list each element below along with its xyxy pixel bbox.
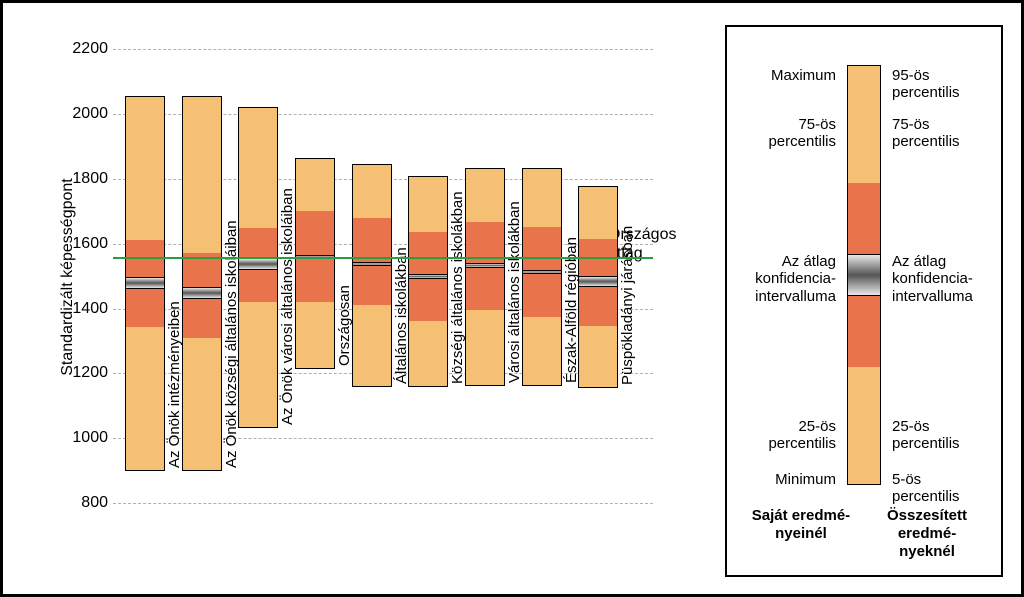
chart-frame: Standardizált képességpont 8001000120014… [0, 0, 1024, 597]
legend-panel: Maximum 95-öspercentilis 75-öspercentilis 7… [725, 25, 1003, 577]
x-category-label: Községi általános iskolákban [449, 191, 466, 384]
y-tick-label: 2000 [63, 105, 108, 123]
legend-left-label: Az átlagkonfidencia-intervalluma [726, 253, 836, 305]
legend-right-label: 75-öspercentilis [892, 116, 1002, 151]
plot-region: 8001000120014001600180020002200Az Önök i… [113, 33, 653, 503]
y-tick-label: 1200 [63, 364, 108, 382]
y-tick-label: 800 [63, 494, 108, 512]
y-tick-label: 1800 [63, 170, 108, 188]
y-tick-label: 1600 [63, 235, 108, 253]
x-category-label: Az Önök városi általános iskoláiban [279, 189, 296, 426]
y-tick-label: 1000 [63, 429, 108, 447]
x-category-label: Országosan [336, 285, 353, 366]
y-tick-label: 1400 [63, 300, 108, 318]
legend-right-label: 95-öspercentilis [892, 67, 1002, 102]
y-axis-label: Standardizált képességpont [59, 178, 77, 375]
legend-left-label: Maximum [726, 67, 836, 84]
legend-left-label: 75-öspercentilis [726, 116, 836, 151]
legend-footer: Saját eredmé-nyeinélÖsszesített eredmé-n… [727, 507, 1001, 561]
x-category-label: Az Önök intézményeiben [166, 301, 183, 468]
legend-right-label: 5-öspercentilis [892, 471, 1002, 506]
legend-left-label: Minimum [726, 471, 836, 488]
y-tick-label: 2200 [63, 40, 108, 58]
x-category-label: Városi általános iskolákban [506, 202, 523, 384]
x-category-label: Általános iskolákban [393, 247, 410, 384]
legend-plot: Maximum 95-öspercentilis 75-öspercentilis 7… [727, 27, 1001, 575]
legend-right-label: Az átlagkonfidencia-intervalluma [892, 253, 1002, 305]
gridline [113, 503, 653, 504]
legend-right-label: 25-öspercentilis [892, 418, 1002, 453]
chart-area: Standardizált képességpont 8001000120014… [73, 33, 653, 563]
legend-left-label: 25-öspercentilis [726, 418, 836, 453]
national-avg-line [113, 257, 653, 259]
gridline [113, 49, 653, 50]
